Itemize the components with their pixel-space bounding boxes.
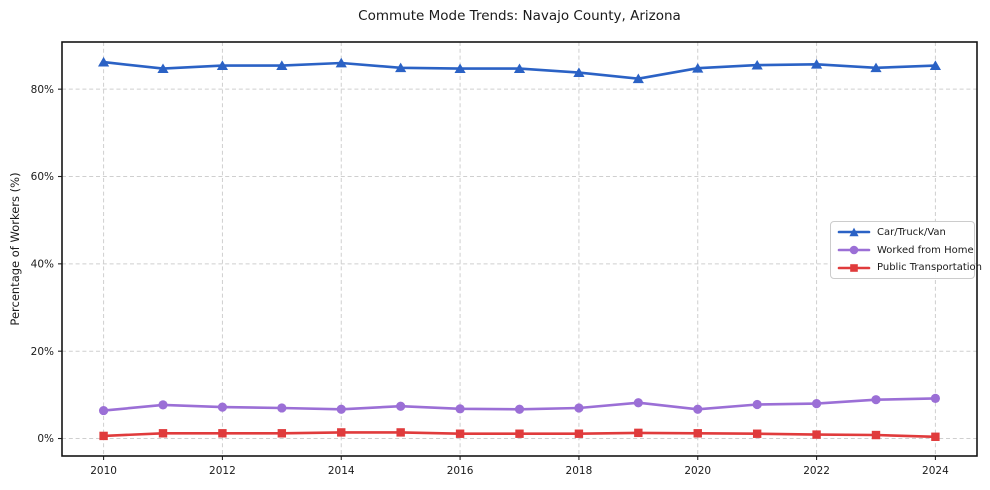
x-tick-label: 2020 [684, 465, 711, 477]
data-point-public-transportation [158, 429, 168, 438]
data-point-worked-from-home [752, 399, 762, 410]
legend-sample-glyph [837, 245, 871, 255]
data-point-car-truck-van [751, 59, 763, 70]
data-point-car-truck-van [97, 56, 110, 67]
data-point-public-transportation [337, 428, 346, 437]
data-point-public-transportation [574, 429, 584, 438]
y-tick-label: 80% [31, 84, 54, 96]
legend-label-worked-from-home: Worked from Home [877, 244, 974, 256]
data-point-public-transportation [99, 431, 108, 441]
legend-label-car-truck-van: Car/Truck/Van [877, 226, 946, 238]
data-point-worked-from-home [396, 401, 406, 411]
data-point-car-truck-van [395, 62, 407, 73]
x-tick-label: 2010 [90, 465, 117, 477]
data-point-car-truck-van [632, 73, 644, 84]
x-tick-label: 2014 [328, 465, 355, 477]
data-point-public-transportation [871, 430, 881, 440]
data-point-car-truck-van [810, 59, 823, 69]
data-point-car-truck-van [573, 67, 585, 77]
x-tick-label: 2022 [803, 465, 830, 477]
data-point-worked-from-home [277, 403, 287, 413]
data-point-worked-from-home [158, 400, 168, 410]
data-point-car-truck-van [929, 60, 942, 70]
legend-item-worked-from-home: Worked from Home [837, 242, 974, 259]
line-triangle-marker-icon [837, 225, 871, 239]
y-tick-label: 0% [37, 433, 54, 445]
data-point-car-truck-van [870, 62, 882, 73]
plot-border [61, 41, 978, 457]
data-point-public-transportation [931, 432, 940, 441]
data-point-worked-from-home [514, 404, 525, 414]
line-square-marker-icon [837, 261, 871, 275]
data-point-public-transportation [812, 430, 821, 439]
data-point-worked-from-home [455, 404, 465, 414]
data-point-worked-from-home [693, 404, 703, 414]
data-point-worked-from-home [98, 405, 109, 416]
data-point-public-transportation [693, 429, 702, 438]
y-tick-label: 60% [31, 171, 54, 183]
y-tick-label: 40% [31, 258, 54, 270]
legend-sample-glyph [837, 227, 871, 237]
legend-sample-glyph [837, 263, 871, 272]
data-point-car-truck-van [692, 63, 704, 73]
data-point-public-transportation [634, 428, 643, 438]
x-tick-label: 2012 [209, 465, 236, 477]
data-point-car-truck-van [216, 60, 229, 70]
chart-title: Commute Mode Trends: Navajo County, Ariz… [358, 8, 681, 24]
data-point-worked-from-home [633, 398, 643, 408]
data-point-car-truck-van [454, 63, 466, 74]
x-tick-label: 2016 [447, 465, 474, 477]
data-point-worked-from-home [811, 398, 822, 409]
legend: Car/Truck/Van Worked from Home Public Tr… [830, 221, 982, 279]
data-point-public-transportation [218, 429, 227, 438]
data-point-worked-from-home [574, 403, 584, 413]
x-tick-label: 2024 [922, 465, 949, 477]
legend-item-public-transportation: Public Transportation [837, 259, 982, 276]
y-tick-label: 20% [31, 346, 54, 358]
data-point-worked-from-home [871, 395, 881, 405]
data-point-worked-from-home [336, 404, 346, 414]
line-circle-marker-icon [837, 243, 871, 257]
x-tick-label: 2018 [566, 465, 593, 477]
data-point-public-transportation [515, 429, 524, 438]
data-point-worked-from-home [930, 393, 941, 403]
data-point-worked-from-home [217, 402, 228, 412]
data-point-car-truck-van [276, 60, 288, 70]
legend-label-public-transportation: Public Transportation [877, 262, 982, 274]
data-point-car-truck-van [157, 63, 169, 74]
data-point-public-transportation [396, 428, 405, 437]
data-point-public-transportation [455, 429, 465, 438]
data-point-public-transportation [277, 429, 287, 438]
legend-item-car-truck-van: Car/Truck/Van [837, 224, 968, 241]
data-point-public-transportation [752, 429, 762, 438]
data-point-car-truck-van [335, 57, 347, 68]
data-point-car-truck-van [513, 63, 526, 74]
